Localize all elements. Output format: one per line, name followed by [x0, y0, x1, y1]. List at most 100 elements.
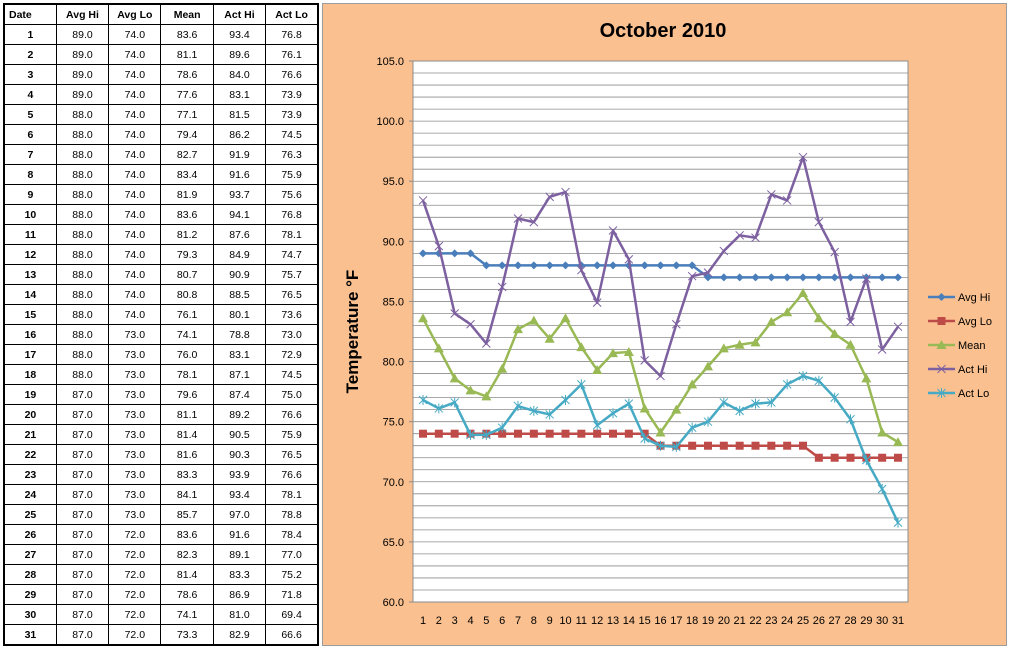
value-cell: 74.0 [108, 124, 162, 145]
value-cell: 83.6 [160, 24, 214, 45]
value-cell: 74.5 [265, 364, 319, 385]
data-point [719, 441, 728, 450]
value-cell: 86.9 [212, 584, 267, 605]
data-point [450, 249, 459, 258]
value-cell: 93.4 [212, 484, 267, 505]
data-point [861, 455, 871, 466]
data-point [497, 363, 508, 373]
x-tick-label: 26 [813, 615, 825, 627]
data-point [719, 246, 729, 256]
data-point [418, 313, 428, 323]
data-point [418, 196, 428, 205]
table-row: 25 87.0 73.0 85.7 97.0 78.8 [3, 504, 319, 525]
data-point [703, 361, 713, 371]
data-point [655, 427, 666, 437]
data-point [861, 373, 872, 383]
value-cell: 74.7 [265, 244, 319, 265]
value-cell: 66.6 [265, 624, 319, 646]
value-cell: 88.0 [55, 104, 110, 125]
value-cell: 74.0 [108, 184, 162, 205]
value-cell: 74.0 [108, 164, 162, 185]
date-cell: 21 [3, 424, 57, 445]
x-tick-label: 8 [531, 615, 537, 627]
data-point [735, 230, 745, 240]
value-cell: 72.0 [108, 564, 162, 585]
value-cell: 83.3 [212, 564, 267, 585]
value-cell: 89.2 [212, 404, 267, 425]
data-point [814, 375, 824, 386]
value-cell: 74.0 [108, 44, 162, 65]
y-tick-label: 105.0 [376, 56, 404, 68]
data-point [513, 214, 523, 223]
value-cell: 78.8 [265, 504, 319, 525]
value-cell: 76.1 [160, 304, 214, 325]
value-cell: 73.0 [108, 444, 162, 465]
value-cell: 74.0 [108, 144, 162, 165]
value-cell: 73.0 [108, 464, 162, 485]
data-point [893, 517, 903, 528]
x-tick-label: 15 [639, 615, 651, 627]
value-cell: 73.0 [108, 484, 162, 505]
table-row: 30 87.0 72.0 74.1 81.0 69.4 [3, 604, 319, 625]
data-point [861, 274, 871, 283]
data-point [799, 441, 807, 450]
data-point [798, 152, 808, 162]
data-point [592, 298, 602, 308]
data-point [846, 414, 855, 425]
data-point [514, 429, 522, 438]
data-point [814, 273, 823, 282]
value-cell: 81.2 [160, 224, 214, 245]
value-cell: 74.0 [108, 244, 162, 265]
column-header: Date [3, 3, 57, 25]
table-row: 2 89.0 74.0 81.1 89.6 76.1 [3, 44, 319, 65]
value-cell: 74.0 [108, 224, 162, 245]
data-point [434, 403, 444, 414]
y-tick-label: 65.0 [383, 537, 404, 549]
data-point [687, 379, 698, 389]
value-cell: 78.4 [265, 524, 319, 545]
value-cell: 87.0 [55, 424, 110, 445]
data-point [877, 345, 887, 354]
x-tick-label: 30 [876, 615, 888, 627]
table-row: 26 87.0 72.0 83.6 91.6 78.4 [3, 524, 319, 545]
table-row: 14 88.0 74.0 80.8 88.5 76.5 [3, 284, 319, 305]
value-cell: 87.4 [212, 384, 267, 405]
chart-area: October 2010 60.0 65.0 70.0 75.0 80.0 85.0 90.0… [322, 3, 1007, 646]
data-point [893, 322, 903, 332]
y-tick-label: 70.0 [383, 477, 404, 489]
date-cell: 2 [3, 44, 57, 65]
y-tick-label: 95.0 [383, 176, 404, 188]
data-point [735, 273, 744, 282]
table-row: 8 88.0 74.0 83.4 91.6 75.9 [3, 164, 319, 185]
date-cell: 13 [3, 264, 57, 285]
x-tick-label: 16 [654, 615, 666, 627]
data-point [829, 328, 840, 338]
data-point [719, 397, 729, 408]
table-row: 15 88.0 74.0 76.1 80.1 73.6 [3, 304, 319, 325]
value-cell: 78.1 [265, 484, 319, 505]
data-point [687, 271, 697, 281]
value-cell: 73.0 [108, 504, 162, 525]
value-cell: 76.0 [160, 344, 214, 365]
x-tick-label: 1 [420, 615, 426, 627]
data-point [529, 217, 539, 227]
data-point [576, 265, 586, 275]
value-cell: 87.0 [55, 624, 110, 646]
x-tick-label: 25 [797, 615, 809, 627]
value-cell: 82.9 [212, 624, 267, 646]
data-point [560, 313, 571, 323]
data-point [767, 273, 776, 282]
value-cell: 81.1 [160, 404, 214, 425]
value-cell: 84.1 [160, 484, 214, 505]
x-tick-label: 18 [686, 615, 698, 627]
value-cell: 88.0 [55, 144, 110, 165]
table-row: 23 87.0 73.0 83.3 93.9 76.6 [3, 464, 319, 485]
data-point [513, 401, 523, 412]
value-cell: 81.1 [160, 44, 214, 65]
data-point [592, 364, 603, 374]
data-point [640, 355, 650, 365]
data-point [735, 405, 745, 416]
data-point [545, 192, 555, 202]
value-cell: 73.6 [265, 304, 319, 325]
data-point [814, 217, 824, 227]
